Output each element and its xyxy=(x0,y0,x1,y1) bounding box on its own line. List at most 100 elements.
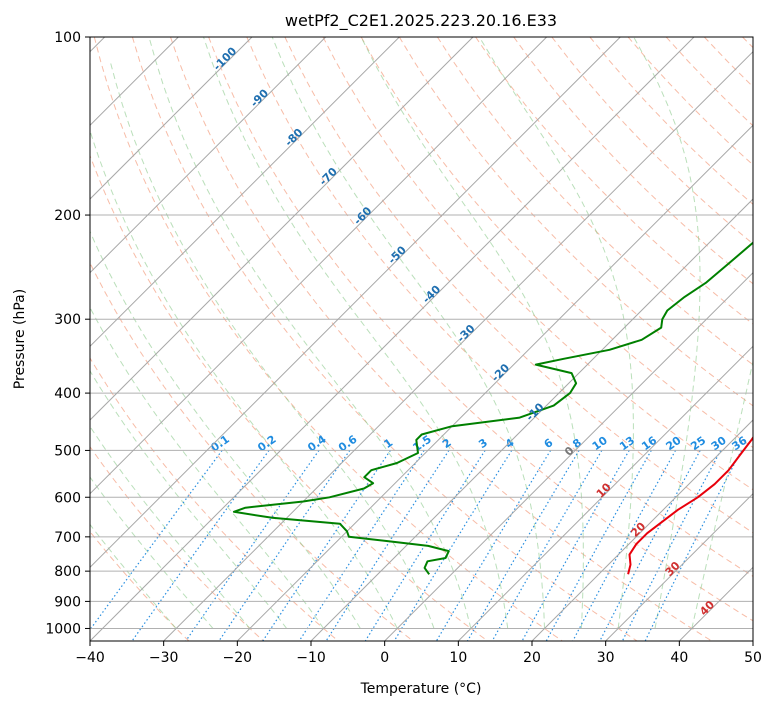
mixing-ratio-line xyxy=(435,450,552,641)
adiabat-label: -40 xyxy=(420,283,443,306)
dry-adiabat-line xyxy=(589,37,753,205)
dry-adiabat-line xyxy=(208,37,753,622)
moist-adiabat-line xyxy=(90,129,398,629)
x-tick-label: 30 xyxy=(597,650,615,666)
y-tick-label: 300 xyxy=(54,312,81,328)
mixing-ratio-line xyxy=(572,450,677,641)
mixing-ratio-line xyxy=(466,450,580,641)
y-tick-label: 700 xyxy=(54,530,81,546)
isotherm-line xyxy=(90,37,621,569)
adiabat-label: -60 xyxy=(351,204,374,227)
background-lines xyxy=(90,37,753,641)
dry-adiabat-line xyxy=(93,37,563,641)
isotherm-line xyxy=(163,50,753,641)
chart-title: wetPf2_C2E1.2025.223.20.16.E33 xyxy=(285,11,557,31)
mixing-ratio-line xyxy=(364,450,486,641)
skewed-isotherms xyxy=(90,37,753,641)
isotherm-line xyxy=(90,37,474,421)
mixing-ratio-label: 0.4 xyxy=(305,432,329,454)
isotherm-line xyxy=(90,37,327,274)
mixing-ratio-line xyxy=(90,450,223,631)
x-tick-label: 50 xyxy=(744,650,762,666)
isotherm-line xyxy=(90,37,548,495)
isotherm-line xyxy=(310,198,753,641)
moist-adiabat-line xyxy=(691,359,753,629)
x-tick-label: 10 xyxy=(449,650,467,666)
y-tick-label: 900 xyxy=(54,594,81,610)
y-tick-label: 200 xyxy=(54,208,81,224)
x-tick-label: 0 xyxy=(380,650,389,666)
moist-adiabat-line xyxy=(90,230,361,629)
isotherm-line xyxy=(605,492,753,641)
isotherm-line xyxy=(678,566,753,641)
isotherm-line xyxy=(90,37,253,200)
y-tick-label: 400 xyxy=(54,386,81,402)
grid-lines xyxy=(90,37,753,629)
dry-adiabat-line xyxy=(170,37,712,641)
mixing-ratio-label: 0.6 xyxy=(336,432,360,454)
plot-area: 0.1 0.2 0.4 0.6 1 1.5 2 3 4 6 8 10 13 16 20 25 30 36 -100… xyxy=(90,37,753,641)
adiabat-label: -10 xyxy=(523,400,546,423)
dry-adiabat-line xyxy=(284,37,753,534)
dry-adiabat-line xyxy=(90,261,414,641)
isotherm-line xyxy=(752,640,753,641)
isotherm-line xyxy=(384,271,753,641)
moist-adiabat-line xyxy=(203,37,509,629)
moist-adiabat-line xyxy=(633,37,701,629)
isotherm-line xyxy=(90,37,695,641)
moist-adiabat-line xyxy=(109,61,435,629)
moist-adiabat-line xyxy=(90,425,251,629)
mixing-ratio-label: 6 xyxy=(542,436,556,451)
x-tick-label: 40 xyxy=(670,650,688,666)
x-tick-label: 20 xyxy=(523,650,541,666)
x-tick-label: −40 xyxy=(75,650,105,666)
mixing-ratio-label: 0.1 xyxy=(208,433,231,455)
y-tick-label: 800 xyxy=(54,564,81,580)
y-tick-label: 1000 xyxy=(45,621,81,637)
mixing-ratio-line xyxy=(644,450,743,641)
adiabat-label: 30 xyxy=(663,559,683,579)
dry-adiabat-line xyxy=(703,37,753,88)
profile-series xyxy=(232,241,753,575)
y-axis-title: Pressure (hPa) xyxy=(12,289,28,389)
moist-adiabat-line xyxy=(90,306,324,629)
moist-adiabat-line xyxy=(360,37,584,629)
dry-adiabat-line xyxy=(322,37,753,491)
x-axis-ticks: −40 −30 −20 −10 0 10 20 30 40 50 xyxy=(75,641,762,666)
y-tick-label: 600 xyxy=(54,490,81,506)
mixing-ratio-line xyxy=(262,450,391,641)
adiabat-label: -80 xyxy=(282,126,305,149)
x-tick-label: −20 xyxy=(223,650,253,666)
mixing-ratio-line xyxy=(621,450,722,641)
mixing-ratio-label: 2 xyxy=(440,436,454,451)
dry-adiabat-line xyxy=(246,37,753,577)
dry-adiabat-line xyxy=(742,37,753,49)
plot-frame xyxy=(89,36,754,642)
x-tick-label: −30 xyxy=(149,650,179,666)
isotherm-line xyxy=(90,37,400,348)
dry-adiabat-line xyxy=(90,154,488,641)
moist-adiabat-line xyxy=(478,37,634,629)
adiabat-label: -50 xyxy=(386,243,409,266)
x-tick-label: −10 xyxy=(296,650,326,666)
mixing-ratio-line xyxy=(599,450,701,641)
mixing-ratio-line xyxy=(298,450,425,641)
mixing-ratio-label: 1.5 xyxy=(410,433,433,455)
mixing-ratio-line xyxy=(491,450,603,641)
adiabat-label: -90 xyxy=(248,86,271,109)
temperature-line xyxy=(627,435,753,575)
adiabat-label: -70 xyxy=(317,165,340,188)
dry-adiabat-line xyxy=(665,37,753,127)
dry-adiabat-line xyxy=(90,445,264,641)
mixing-ratio-line xyxy=(218,450,351,641)
mixing-ratio-label: 3 xyxy=(476,436,490,451)
moist-adiabat-line xyxy=(90,476,214,629)
dry-adiabat-line xyxy=(513,37,753,285)
dry-adiabat-line xyxy=(475,37,753,325)
dry-adiabat-line xyxy=(90,357,339,641)
isotherm-line xyxy=(236,124,753,641)
mixing-ratio-line xyxy=(185,450,320,641)
dry-adiabat-line xyxy=(131,37,638,641)
dry-adiabat-line xyxy=(90,530,190,641)
